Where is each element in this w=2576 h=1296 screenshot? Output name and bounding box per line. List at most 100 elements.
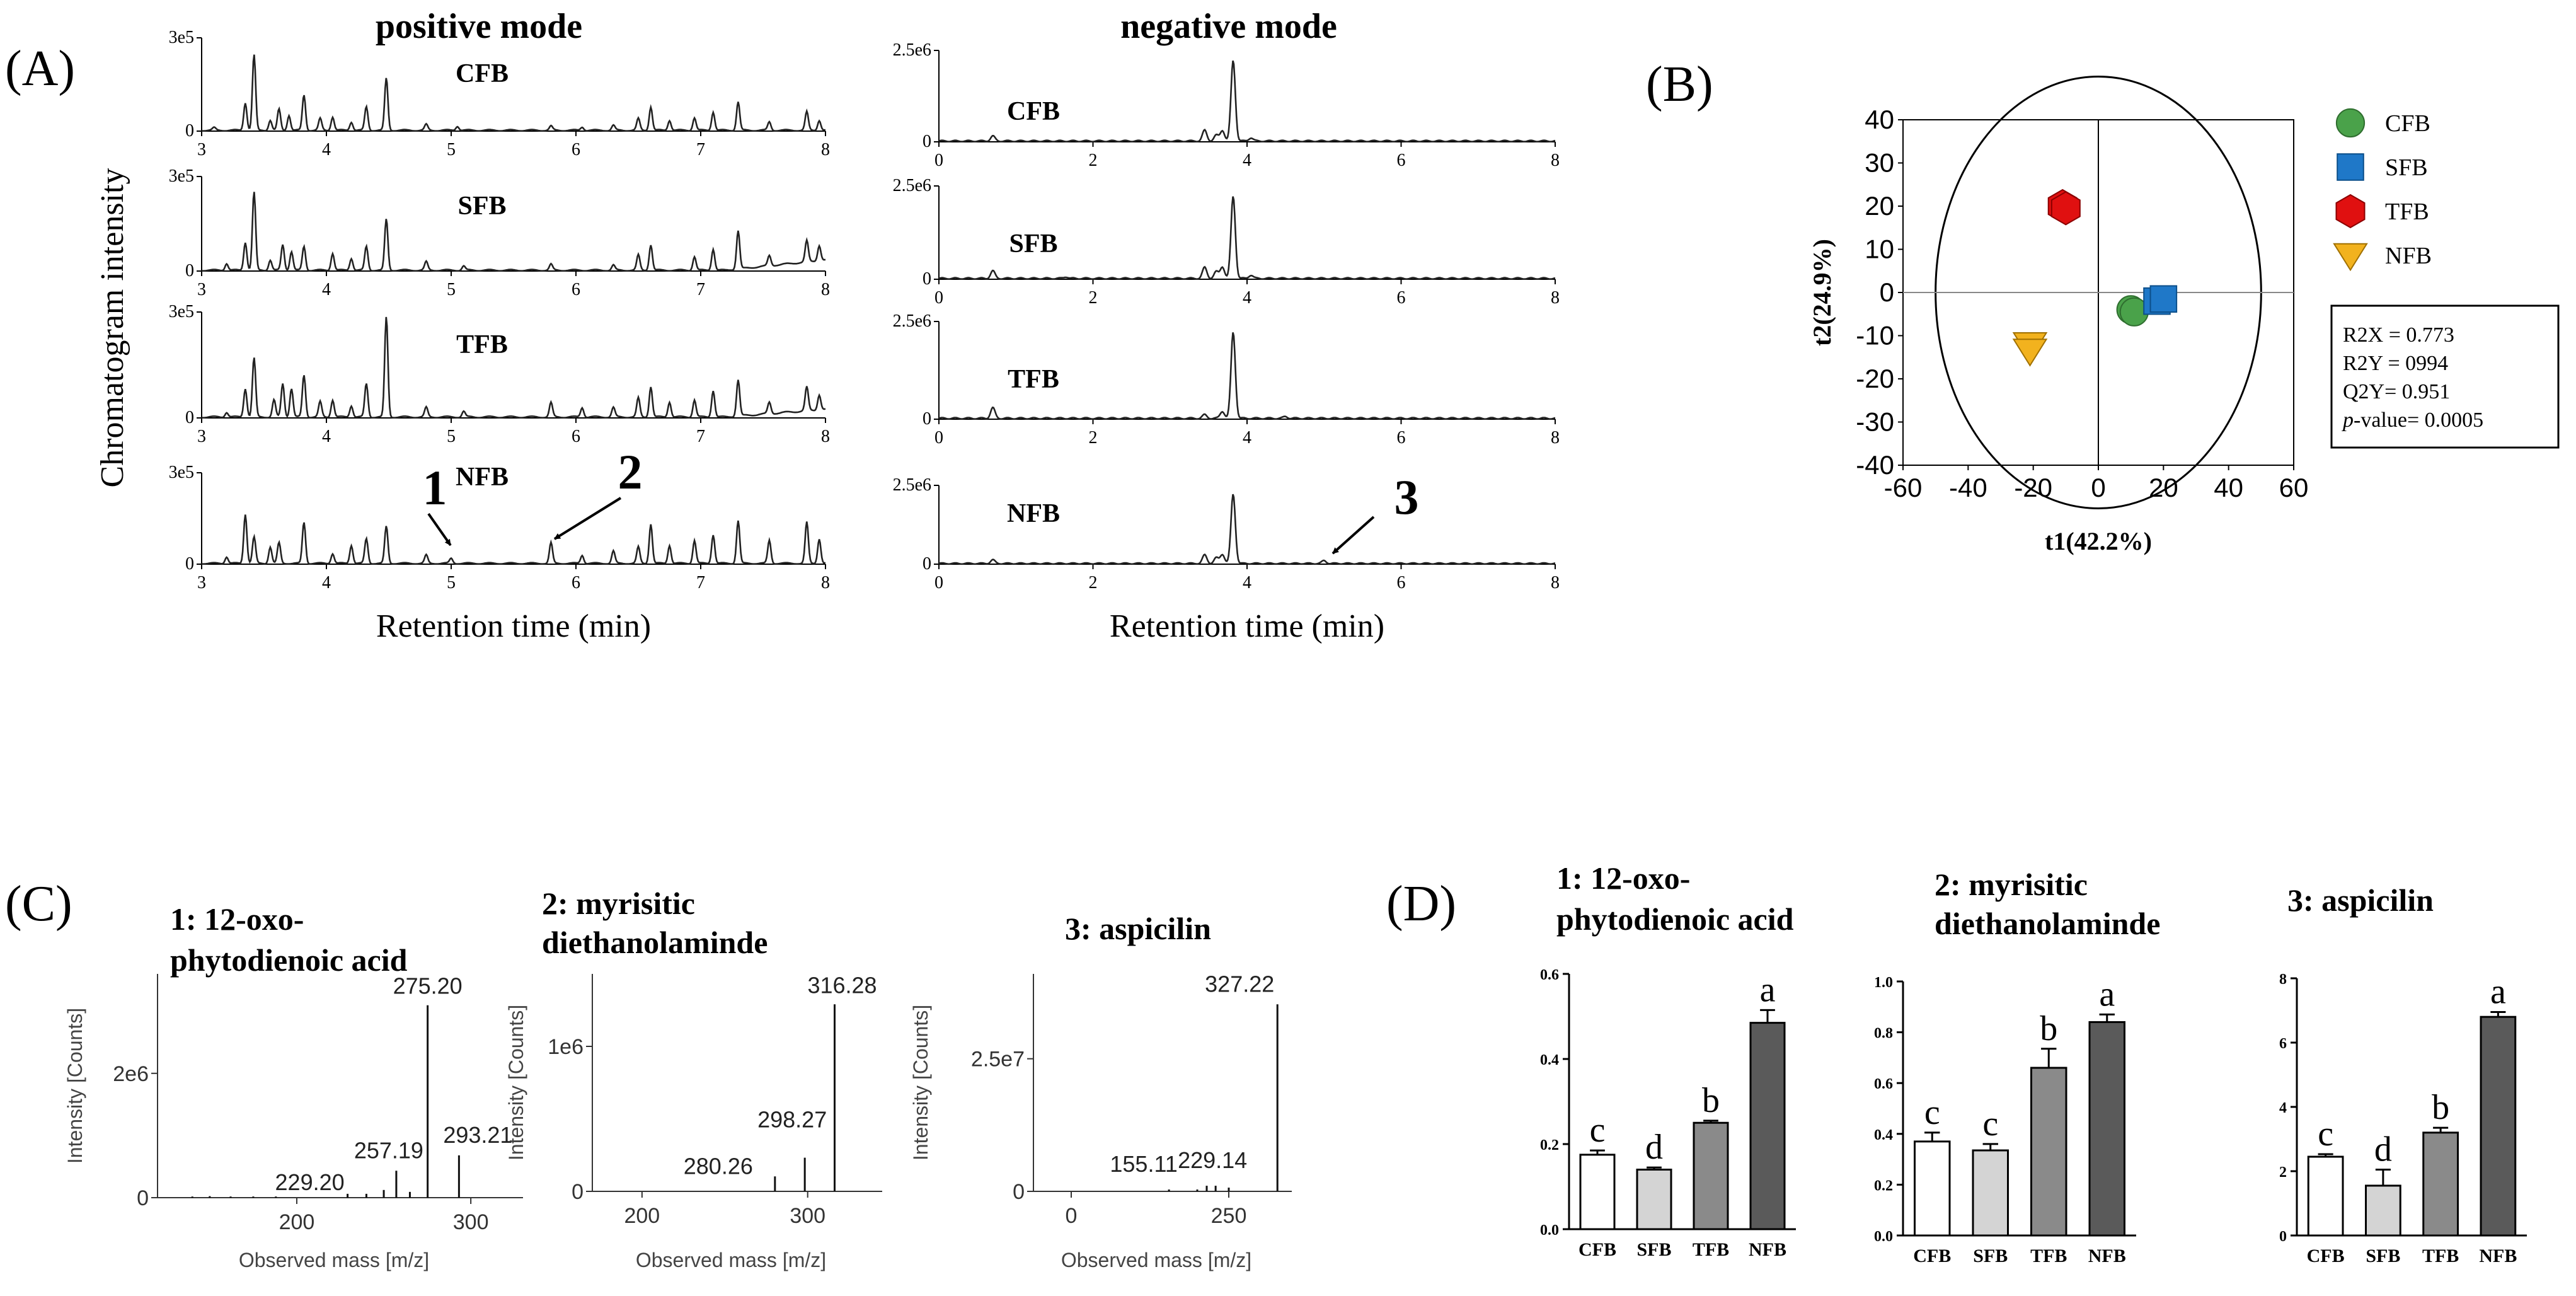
y-tick-label: 0.4 [1874, 1127, 1893, 1143]
y-tick-label: 0 [923, 409, 931, 429]
y-tick-label: 40 [1865, 105, 1894, 134]
bar-nfb [2480, 1015, 2517, 1237]
bar-cfb [2307, 1155, 2344, 1237]
sample-label: NFB [456, 463, 509, 492]
panel-c-mass-spectra: 1: 12-oxo-phytodienoic acid 200 300 0 2e6 Obs… [64, 886, 1292, 1271]
ms-peak-label: 275.20 [393, 973, 463, 999]
x-tick-label: 2 [1089, 288, 1098, 308]
x-tick-label: 3 [197, 427, 206, 446]
x-tick-label: -40 [1949, 473, 1987, 502]
ms-peak-label: 298.27 [757, 1107, 827, 1133]
y-tick-label: 0 [923, 554, 931, 574]
bar-chart-title: diethanolaminde [1935, 906, 2160, 941]
legend-label: SFB [2385, 154, 2428, 181]
x-tick-label: 300 [453, 1210, 489, 1234]
chromatogram-cfb: 3e5 03 4 5 6 7 8 CFB [169, 28, 830, 159]
chromatogram-nfb: 2.5e6 00 2 4 6 8 NFB [893, 475, 1560, 593]
bar-tfb [2422, 1131, 2459, 1237]
y-tick-label: 30 [1865, 148, 1894, 178]
legend-label: CFB [2385, 110, 2430, 137]
peak-annotation: 3 [1394, 470, 1419, 524]
significance-letter: d [2374, 1130, 2392, 1169]
x-tick-label: 200 [279, 1210, 315, 1234]
x-tick-label: 0 [934, 573, 943, 593]
x-tick-label: 8 [1551, 151, 1560, 170]
score-point-nfb [2012, 338, 2048, 367]
x-tick-label: 6 [572, 427, 580, 446]
chromatogram-trace [938, 60, 1556, 143]
panel-label-a: (A) [5, 41, 75, 96]
x-tick-label: 4 [1243, 288, 1251, 308]
y-tick-label: 2.5e6 [893, 40, 931, 60]
x-tick-label: CFB [1578, 1239, 1616, 1260]
x-tick-label: TFB [1693, 1239, 1729, 1260]
bar-chart: 2: myrisitic diethanolaminde 0.0 0.2 0.4 0.6 0… [1874, 867, 2160, 1266]
x-tick-label: 0 [934, 151, 943, 170]
y-tick-label: -30 [1856, 407, 1894, 437]
x-tick-label: 8 [1551, 573, 1560, 593]
x-tick-label: 4 [322, 573, 331, 593]
significance-letter: c [1590, 1111, 1606, 1150]
x-tick-label: 7 [696, 140, 705, 159]
x-tick-label: -20 [2014, 473, 2052, 502]
y-tick-label: 0.6 [1540, 967, 1559, 983]
x-tick-label: CFB [2307, 1246, 2345, 1266]
y-tick-label: 20 [1865, 191, 1894, 221]
y-tick-label: -40 [1856, 450, 1894, 480]
bar-tfb [1693, 1121, 1729, 1230]
x-tick-label: 6 [572, 140, 580, 159]
x-tick-label: TFB [2030, 1246, 2067, 1266]
spectrum-title: 2: myrisitic [542, 886, 695, 921]
y-tick-label: 0.0 [1874, 1229, 1893, 1245]
y-tick-label: 0.8 [1874, 1026, 1893, 1042]
x-tick-label: 8 [821, 140, 830, 159]
panel-label-c: (C) [5, 876, 72, 932]
chromatogram-sfb: 2.5e6 00 2 4 6 8 SFB [893, 176, 1560, 308]
y-tick-label: -10 [1856, 321, 1894, 350]
panel-b-pca-plot: -60 -40 -20 0 20 40 60403020100-10-20-30-40t1(… [1808, 76, 2560, 555]
x-tick-label: 7 [696, 573, 705, 593]
y-tick-label: 0 [1013, 1180, 1025, 1204]
y-tick-label: 2 [2279, 1164, 2287, 1181]
sample-label: SFB [457, 192, 506, 221]
spectrum-title: phytodienoic acid [170, 942, 408, 978]
y-tick-label: 0 [185, 261, 194, 281]
x-axis-title: Observed mass [m/z] [1061, 1249, 1251, 1271]
peak-arrow [1331, 516, 1375, 555]
bar-chart-title: 2: myrisitic [1935, 867, 2088, 902]
y-tick-label: 6 [2279, 1036, 2287, 1052]
mass-spectrum: 2: myrisitic diethanolaminde 200 300 0 1e6 Obs… [505, 886, 882, 1271]
x-tick-label: 8 [821, 427, 830, 446]
chromatogram-sfb: 3e5 03 4 5 6 7 8 SFB [169, 166, 830, 299]
x-axis-title: Observed mass [m/z] [636, 1249, 826, 1271]
x-tick-label: 8 [1551, 288, 1560, 308]
y-axis-title: Intensity [Counts] [64, 1008, 86, 1164]
p-value: -value= 0.0005 [2354, 408, 2483, 432]
x-tick-label: 0 [934, 288, 943, 308]
x-tick-label: 250 [1211, 1204, 1247, 1228]
panel-label-d: (D) [1386, 876, 1456, 932]
y-tick-label: 0 [572, 1180, 584, 1204]
y-tick-label: 3e5 [169, 28, 194, 47]
mass-spectrum: 1: 12-oxo-phytodienoic acid 200 300 0 2e6 Obs… [64, 901, 523, 1271]
spectrum-title: diethanolaminde [542, 925, 768, 960]
ms-peak-label: 229.14 [1178, 1147, 1247, 1173]
y-axis-title: t2(24.9%) [1808, 239, 1836, 346]
x-axis-title: t1(42.2%) [2045, 527, 2152, 555]
significance-letter: c [1924, 1093, 1940, 1132]
chromatogram-trace [201, 192, 826, 272]
y-tick-label: 0 [923, 132, 931, 151]
y-tick-label: 2.5e7 [971, 1048, 1025, 1072]
chromatogram-cfb: 2.5e6 00 2 4 6 8 CFB [893, 40, 1560, 170]
mode-title: negative mode [1120, 7, 1337, 46]
x-tick-label: 2 [1089, 573, 1098, 593]
sample-label: SFB [1009, 229, 1057, 258]
x-tick-label: TFB [2422, 1246, 2459, 1266]
x-tick-label: 5 [447, 573, 456, 593]
bar-tfb [2030, 1067, 2067, 1237]
x-tick-label: -60 [1884, 473, 1923, 502]
y-tick-label: 4 [2279, 1100, 2287, 1116]
bar-chart-title: 3: aspicilin [2287, 882, 2434, 918]
mode-title: positive mode [376, 7, 582, 46]
peak-annotation: 2 [618, 444, 643, 499]
